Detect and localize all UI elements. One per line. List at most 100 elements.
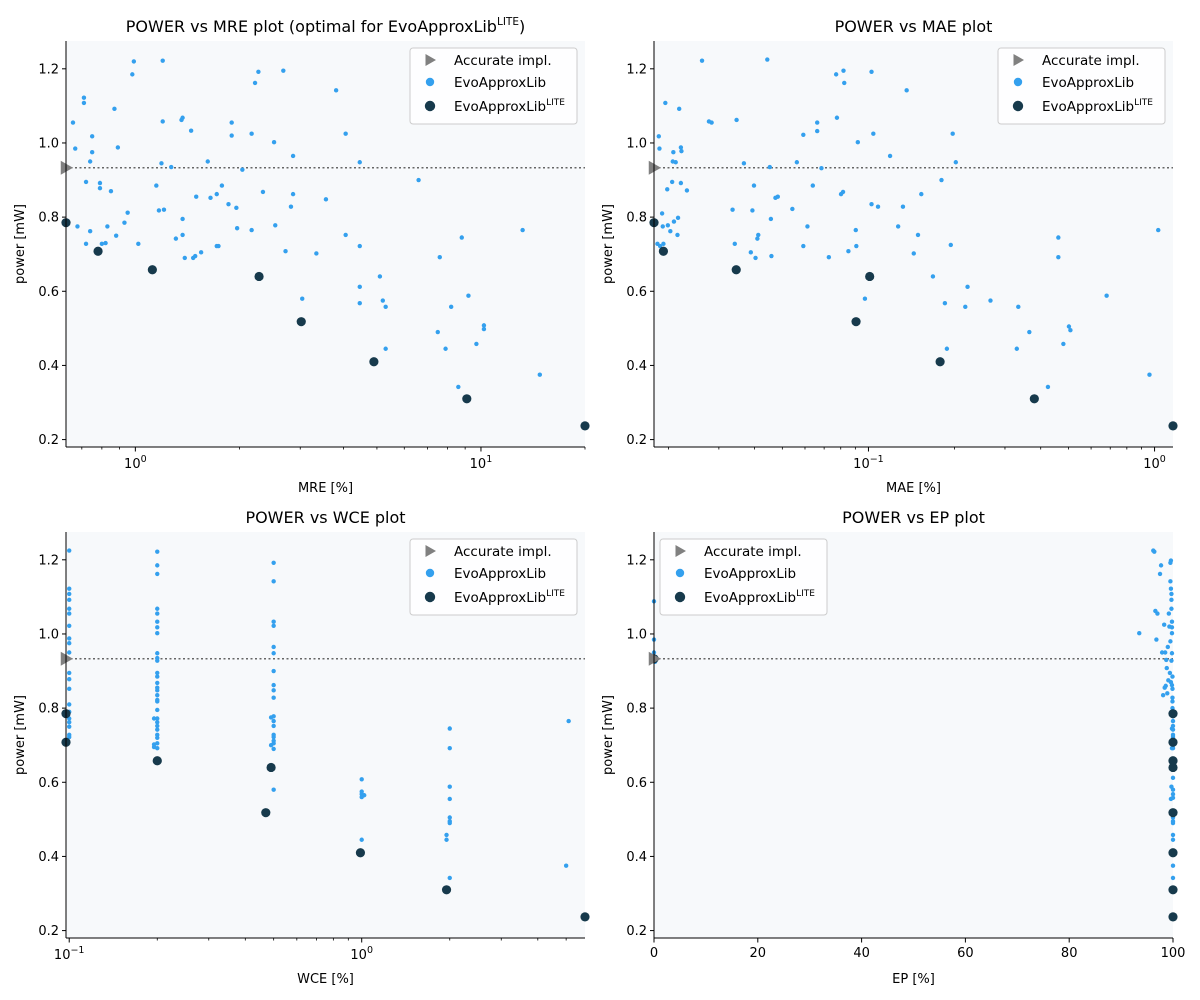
x-axis-label: MAE [%]	[886, 481, 941, 496]
evo-point	[871, 131, 876, 136]
evo-point	[1170, 718, 1176, 724]
evo-point	[1170, 695, 1175, 700]
evo-point	[1166, 611, 1172, 616]
evo-point	[1157, 571, 1163, 577]
evo-point	[656, 134, 661, 139]
y-tick-label: 1.0	[626, 627, 647, 642]
lite-point	[1029, 394, 1039, 404]
evo-point	[180, 115, 185, 120]
evo-point	[87, 159, 93, 164]
legend-lite-superscript: LITE	[546, 589, 565, 599]
evo-point	[447, 745, 452, 751]
evo-point	[944, 346, 950, 351]
evo-point	[125, 210, 130, 215]
evo-point	[1169, 591, 1174, 597]
x-tick-exponent: −1	[70, 945, 84, 956]
accurate-marker	[648, 651, 661, 666]
evo-point	[833, 72, 839, 77]
evo-point	[679, 148, 684, 154]
lite-point	[1168, 808, 1178, 818]
evo-point	[1169, 606, 1174, 611]
lite-point	[731, 265, 741, 275]
y-axis-label: power [mW]	[601, 204, 616, 284]
evo-point	[659, 211, 665, 216]
y-axis-label: power [mW]	[601, 695, 616, 775]
evo-point	[97, 180, 103, 186]
y-tick-label: 1.2	[626, 62, 647, 77]
lite-point	[580, 421, 590, 431]
y-tick-label: 1.2	[38, 62, 59, 77]
y-tick-label: 0.8	[626, 702, 647, 717]
evo-point	[447, 796, 452, 802]
evo-point	[67, 591, 72, 597]
evo-point	[67, 623, 72, 629]
evo-point	[155, 631, 160, 636]
evo-point	[271, 140, 277, 145]
evo-point	[768, 216, 774, 222]
evo-point	[359, 777, 364, 782]
evo-point	[1169, 745, 1175, 751]
legend-lite-label: EvoApproxLibLITE	[704, 589, 815, 606]
evo-point	[112, 106, 117, 112]
legend-accurate-label: Accurate impl.	[454, 53, 552, 69]
chart-title: POWER vs WCE plot	[245, 508, 405, 527]
evo-point	[130, 72, 135, 77]
legend-lite-label: EvoApproxLibLITE	[454, 98, 565, 115]
legend-lite-marker	[1012, 100, 1024, 112]
evo-point	[1170, 686, 1175, 692]
evo-point	[155, 571, 160, 577]
evo-point	[1147, 372, 1152, 377]
evo-point	[205, 159, 210, 164]
evo-point	[435, 329, 440, 335]
evo-point	[161, 207, 167, 212]
x-tick-base: 10	[124, 457, 141, 472]
x-tick-label: 60	[957, 946, 974, 961]
evo-point	[105, 224, 110, 229]
evo-point	[249, 131, 254, 136]
evo-point	[965, 284, 970, 290]
evo-point	[1163, 650, 1168, 655]
evo-point	[930, 274, 936, 279]
accurate-marker	[60, 160, 73, 175]
evo-point	[155, 619, 160, 624]
evo-point	[160, 119, 165, 124]
lite-point	[851, 317, 861, 327]
evo-point	[1014, 346, 1020, 351]
evo-point	[663, 100, 668, 106]
evo-point	[155, 735, 160, 740]
evo-point	[155, 692, 160, 698]
lite-point	[296, 317, 306, 327]
evo-point	[108, 188, 114, 194]
evo-point	[765, 57, 770, 62]
lite-point	[261, 808, 271, 818]
evo-point	[155, 720, 160, 725]
evo-point	[915, 232, 921, 238]
evo-point	[456, 384, 461, 390]
evo-point	[657, 146, 662, 151]
y-axis-label: power [mW]	[13, 204, 28, 284]
evo-point	[1156, 227, 1161, 233]
legend-evo-marker	[675, 568, 685, 578]
legend-accurate-label: Accurate impl.	[1042, 53, 1140, 69]
y-tick-label: 0.6	[626, 776, 647, 791]
chart-title-main: POWER vs WCE plot	[245, 508, 405, 527]
evo-point	[819, 165, 824, 171]
evo-point	[271, 746, 276, 752]
evo-point	[1045, 384, 1051, 390]
evo-point	[675, 232, 680, 238]
legend-evo-marker	[425, 568, 435, 578]
evo-point	[1167, 670, 1173, 676]
evo-point	[678, 180, 684, 186]
legend-evo-marker	[1013, 77, 1023, 87]
evo-point	[675, 215, 681, 221]
evo-point	[271, 668, 276, 674]
evo-point	[875, 204, 881, 209]
evo-point	[1163, 683, 1168, 689]
y-tick-label: 1.2	[626, 553, 647, 568]
evo-point	[131, 59, 137, 64]
evo-point	[155, 674, 160, 679]
evo-point	[1027, 329, 1032, 335]
